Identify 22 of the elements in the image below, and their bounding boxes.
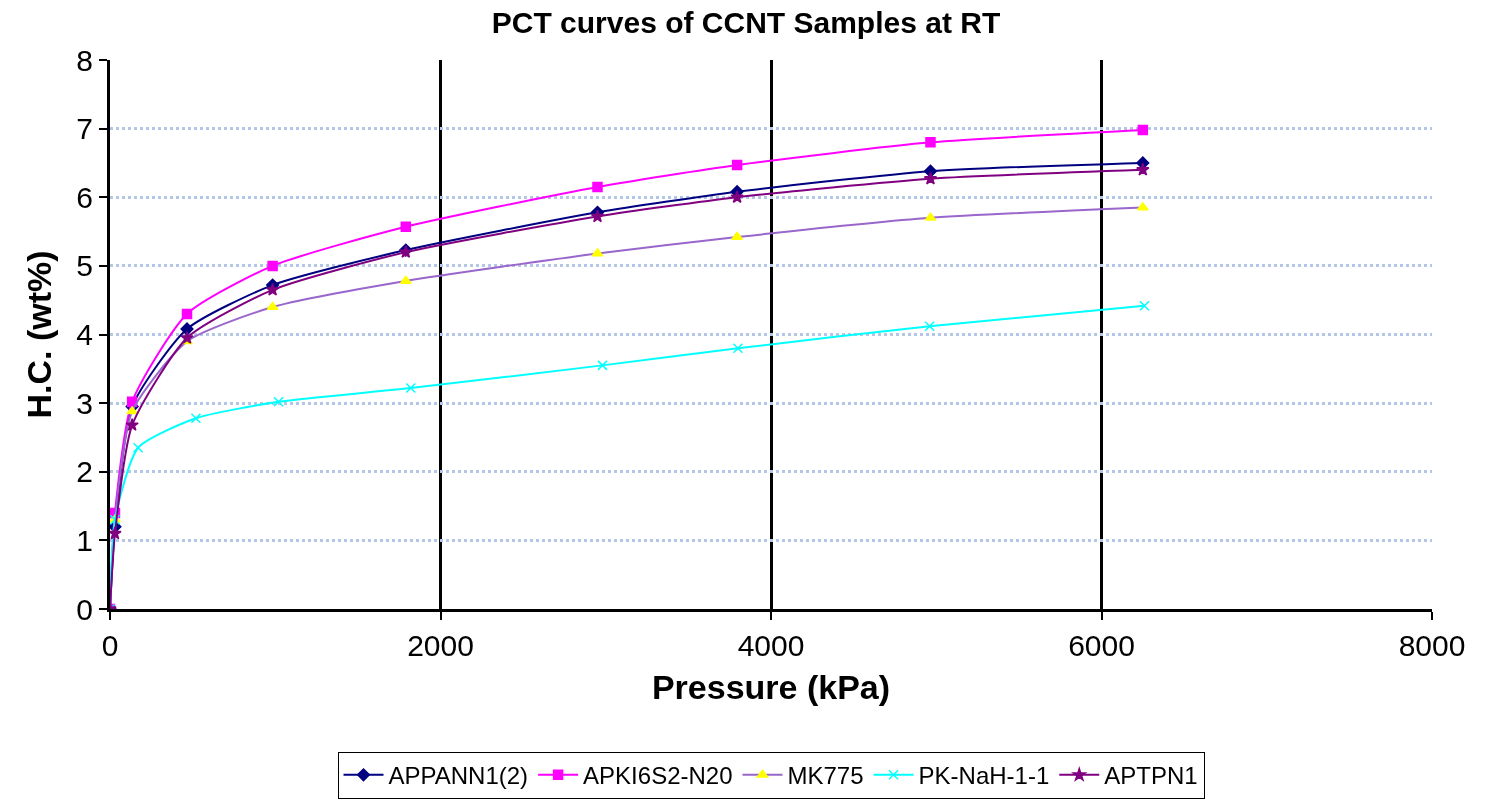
legend-label: PK-NaH-1-1 — [918, 762, 1050, 790]
x-tick-label: 4000 — [737, 629, 805, 662]
legend-label: APTPN1 — [1104, 762, 1198, 790]
legend-label: APKI6S2-N20 — [583, 762, 733, 790]
x-axis-title: Pressure (kPa) — [651, 668, 891, 707]
y-tick-label: 3 — [76, 386, 93, 420]
y-tick-label: 8 — [76, 43, 93, 77]
y-axis-title: H.C. (wt%) — [19, 250, 58, 419]
x-tick-label: 0 — [101, 629, 119, 662]
y-tick-label: 7 — [76, 112, 93, 146]
y-tick-label: 1 — [76, 523, 93, 557]
y-tick-label: 2 — [76, 455, 93, 489]
y-tick-label: 6 — [76, 180, 93, 214]
x-tick-label: 6000 — [1068, 629, 1135, 662]
legend-label: APPANN1(2) — [388, 762, 529, 790]
x-tick-label: 8000 — [1398, 629, 1466, 662]
y-tick-label: 5 — [76, 249, 93, 283]
legend-label: MK775 — [787, 762, 864, 790]
x-tick-label: 2000 — [407, 629, 474, 662]
y-tick-label: 4 — [76, 318, 93, 351]
y-tick-label: 0 — [76, 592, 93, 626]
chart-title: PCT curves of CCNT Samples at RT — [491, 6, 1001, 40]
